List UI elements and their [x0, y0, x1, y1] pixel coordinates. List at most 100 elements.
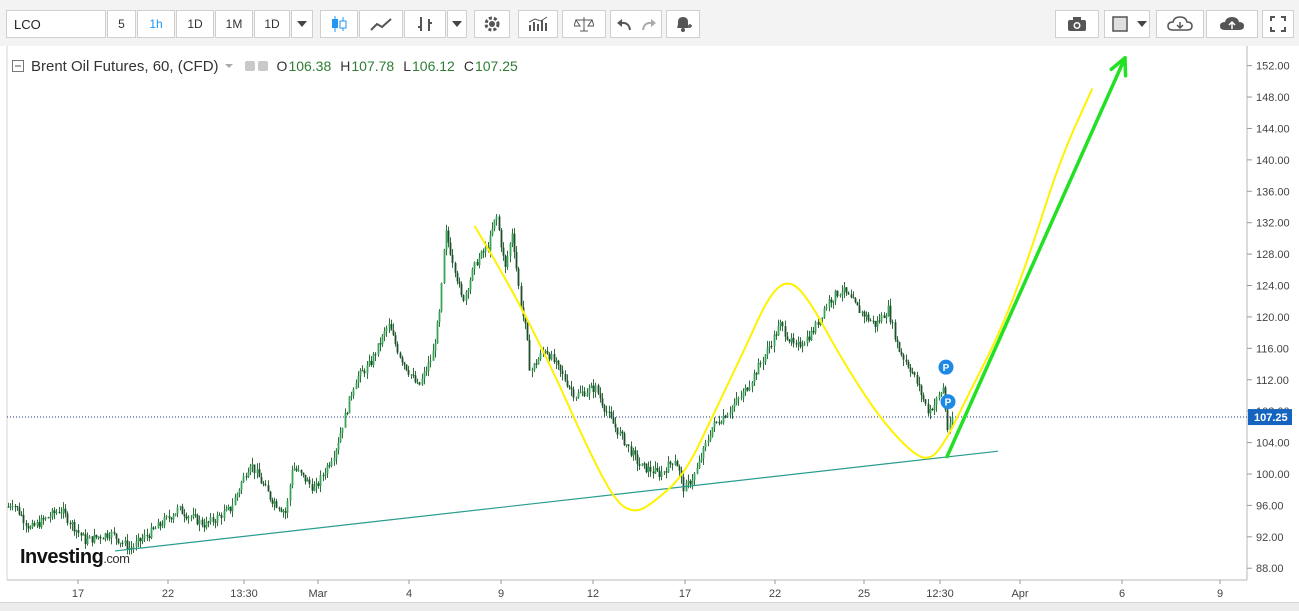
price-tick-label: 144.00	[1256, 123, 1290, 135]
draw-tool-dropdown-button[interactable]	[447, 10, 467, 38]
candle-body	[557, 360, 560, 365]
candle-body	[660, 472, 663, 478]
candle-body	[803, 343, 806, 346]
candle-body	[194, 514, 197, 516]
candle-body	[205, 521, 208, 528]
symbol-input[interactable]: LCO	[6, 10, 106, 38]
settings-button[interactable]	[474, 10, 510, 38]
interval-1d-extra-button[interactable]: 1D	[254, 10, 290, 38]
price-tick-label: 100.00	[1256, 469, 1290, 481]
candle-body	[260, 477, 263, 484]
eye-icon[interactable]	[244, 61, 255, 71]
candle-body	[187, 516, 190, 519]
time-tick-label: 22	[769, 588, 781, 600]
interval-1d-button[interactable]: 1D	[176, 10, 214, 38]
candle-body	[669, 461, 672, 464]
candle-body	[726, 414, 729, 418]
candle-body	[744, 387, 747, 393]
screenshot-button[interactable]	[1055, 10, 1099, 38]
gear-icon[interactable]	[257, 61, 268, 71]
candle-body	[234, 497, 237, 506]
caret-down-icon[interactable]	[223, 60, 235, 72]
time-tick-label: 25	[858, 588, 870, 600]
event-marker[interactable]	[938, 359, 954, 375]
candle-body	[511, 233, 514, 244]
redo-button[interactable]	[636, 10, 662, 38]
candle-body	[469, 280, 472, 290]
candle-body	[374, 354, 377, 356]
candle-body	[489, 235, 492, 251]
caret-down-icon	[1136, 21, 1147, 27]
candle-body	[535, 363, 538, 365]
price-chart[interactable]: 152.00 148.00 144.00 140.00 136.00 132.00 128.…	[0, 46, 1299, 602]
layout-dropdown-button[interactable]	[1134, 10, 1150, 38]
save-layout-button[interactable]	[1206, 10, 1258, 38]
candle-body	[344, 413, 347, 428]
candle-body	[357, 376, 360, 383]
candle-body	[905, 359, 908, 362]
candle-body	[759, 363, 762, 365]
event-marker[interactable]	[940, 394, 956, 410]
candle-body	[883, 315, 886, 319]
undo-button[interactable]	[610, 10, 636, 38]
candle-body	[533, 363, 536, 370]
event-marker-label: P	[945, 398, 952, 409]
legend-title: Brent Oil Futures, 60, (CFD)	[31, 57, 219, 75]
chart-type-line-button[interactable]	[359, 10, 403, 38]
alert-button[interactable]	[666, 10, 700, 38]
candle-body	[190, 516, 193, 518]
interval-5-button[interactable]: 5	[107, 10, 136, 38]
candle-body	[762, 361, 765, 364]
interval-dropdown-button[interactable]	[291, 10, 313, 38]
candle-body	[663, 471, 666, 473]
candle-body	[755, 373, 758, 375]
draw-tool-button[interactable]	[404, 10, 446, 38]
candle-body	[878, 320, 881, 322]
fullscreen-button[interactable]	[1262, 10, 1294, 38]
candle-body	[454, 263, 457, 273]
candle-body	[524, 316, 527, 324]
candle-body	[212, 517, 215, 522]
candle-body	[139, 537, 142, 542]
candle-body	[271, 499, 274, 504]
candle-body	[940, 392, 943, 395]
candle-body	[326, 465, 329, 474]
candle-body	[110, 531, 113, 538]
candle-body	[942, 387, 945, 393]
candle-body	[33, 522, 36, 526]
candle-body	[445, 230, 448, 250]
collapse-icon[interactable]	[12, 59, 25, 73]
chart-type-candles-button[interactable]	[320, 10, 358, 38]
candle-body	[414, 375, 417, 383]
candle-body	[938, 394, 941, 398]
legend-open: O106.38	[276, 58, 332, 74]
candle-body	[346, 413, 349, 415]
candle-body	[773, 334, 776, 347]
compare-button[interactable]	[562, 10, 606, 38]
load-layout-button[interactable]	[1156, 10, 1204, 38]
candle-body	[451, 254, 454, 264]
candle-body	[900, 351, 903, 355]
candle-body	[165, 516, 168, 518]
candle-body	[920, 385, 923, 396]
candle-body	[667, 461, 670, 473]
layout-button[interactable]	[1104, 10, 1134, 38]
candle-body	[405, 364, 408, 371]
candle-body	[269, 491, 272, 500]
candle-body	[308, 479, 311, 484]
candle-body	[612, 417, 615, 424]
candle-body	[592, 385, 595, 393]
candle-body	[828, 299, 831, 307]
candle-body	[53, 510, 56, 514]
candle-body	[99, 536, 102, 539]
candle-body	[515, 251, 518, 269]
candle-body	[841, 291, 844, 295]
candle-body	[229, 506, 232, 512]
interval-1h-button[interactable]: 1h	[137, 10, 175, 38]
candle-body	[625, 444, 628, 446]
interval-1m-button[interactable]: 1M	[215, 10, 253, 38]
candle-body	[297, 470, 300, 472]
indicators-button[interactable]	[518, 10, 558, 38]
candle-body	[104, 533, 107, 539]
candle-body	[599, 393, 602, 399]
